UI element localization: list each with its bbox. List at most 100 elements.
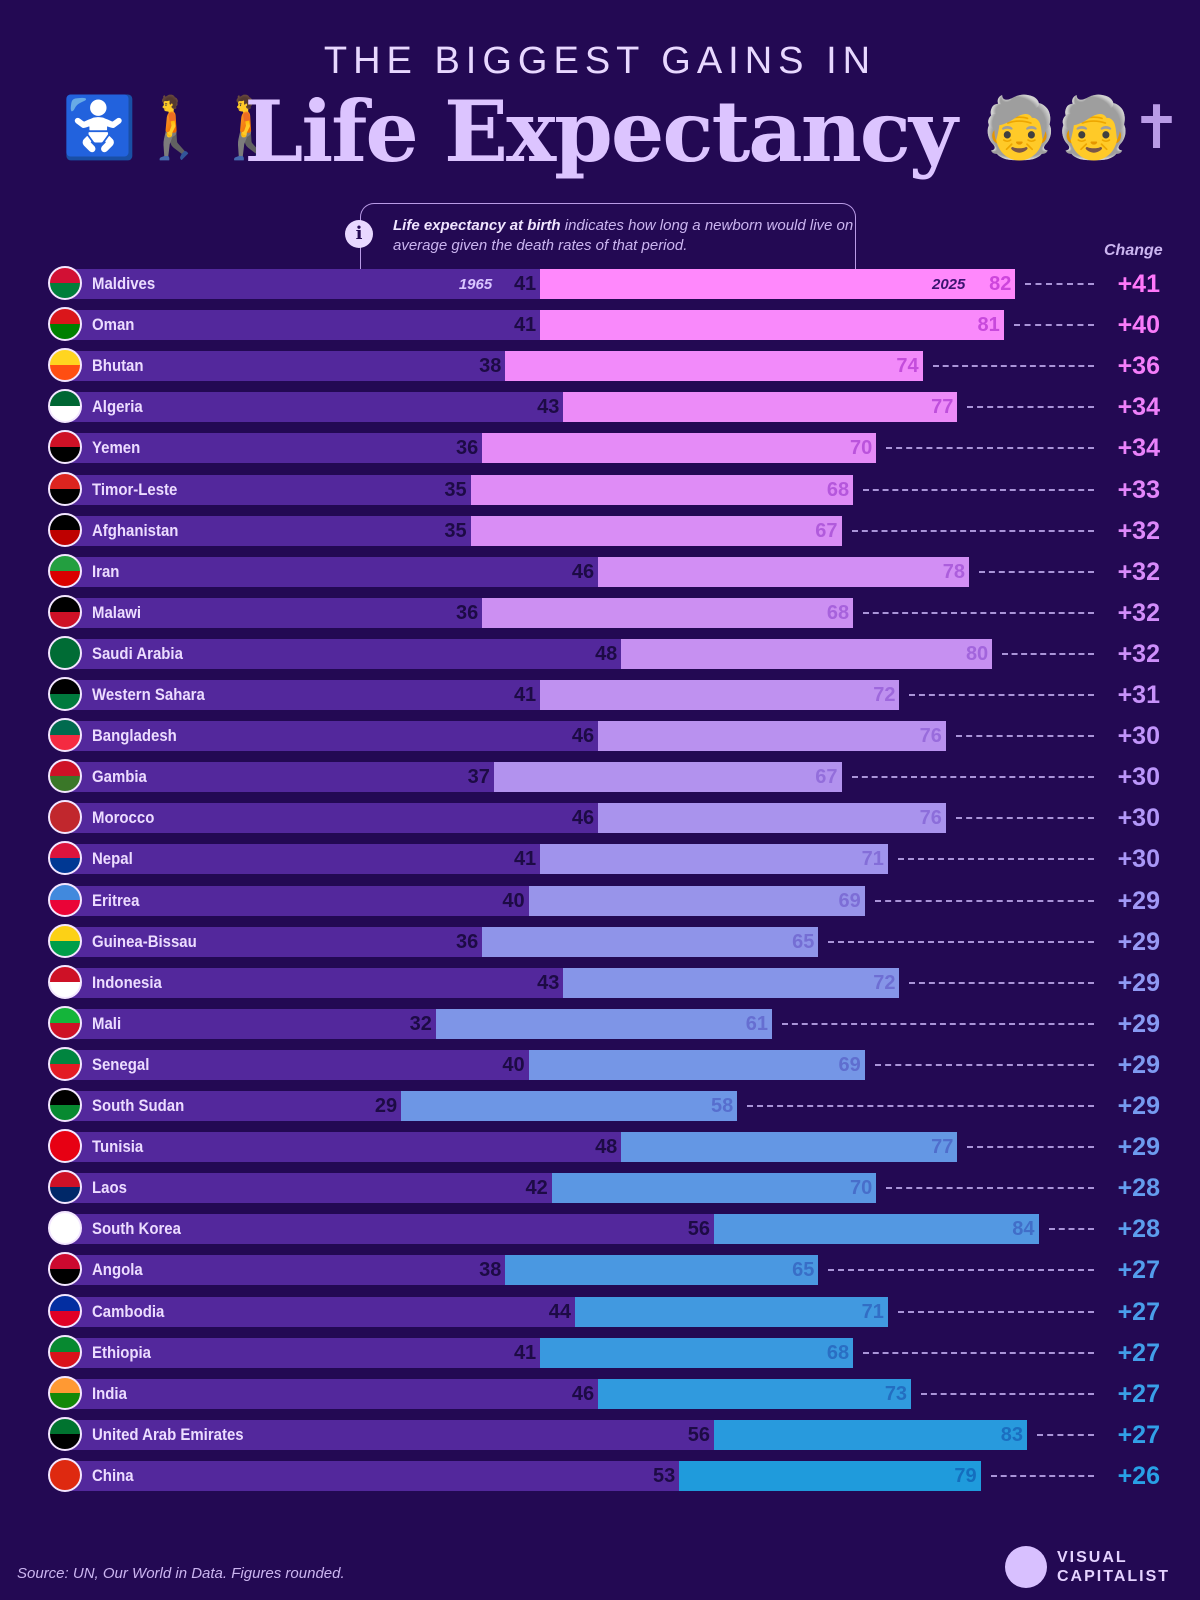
country-label: China bbox=[92, 1465, 134, 1485]
bar-gain bbox=[621, 638, 993, 669]
country-label: Morocco bbox=[92, 808, 155, 828]
value-1965: 48 bbox=[595, 1136, 618, 1159]
leader-line bbox=[851, 529, 1094, 532]
value-1965: 48 bbox=[595, 642, 618, 665]
bar-gain bbox=[482, 433, 877, 464]
change-value: +32 bbox=[1117, 557, 1160, 586]
leader-line bbox=[967, 406, 1094, 409]
bar-row: Yemen 36 70 +34 bbox=[0, 430, 1200, 465]
bar-row: Tunisia 48 77 +29 bbox=[0, 1129, 1200, 1164]
leader-line bbox=[886, 1187, 1094, 1190]
leader-line bbox=[851, 776, 1094, 779]
leader-line bbox=[909, 981, 1094, 984]
flag-icon bbox=[48, 471, 82, 506]
leader-line bbox=[747, 1105, 1094, 1107]
value-2025: 74 bbox=[896, 355, 919, 378]
bar-row: Bangladesh 46 76 +30 bbox=[0, 718, 1200, 753]
bar-gain bbox=[714, 1214, 1039, 1245]
change-value: +34 bbox=[1117, 434, 1160, 463]
leader-line bbox=[909, 694, 1094, 696]
value-1965: 40 bbox=[502, 889, 525, 912]
value-2025: 67 bbox=[815, 519, 838, 542]
bar-1965 bbox=[62, 638, 622, 669]
change-value: +30 bbox=[1117, 722, 1160, 751]
change-value: +29 bbox=[1117, 1092, 1160, 1120]
bar-1965 bbox=[62, 1419, 715, 1450]
flag-icon bbox=[48, 759, 82, 794]
value-1965: 29 bbox=[374, 1095, 398, 1117]
bar-gain bbox=[528, 885, 865, 916]
bar-1965 bbox=[62, 1460, 680, 1491]
bar-1965 bbox=[62, 1008, 436, 1039]
leader-line bbox=[932, 365, 1094, 368]
bar-1965 bbox=[62, 556, 599, 587]
bar-1965 bbox=[62, 926, 483, 957]
leader-line bbox=[897, 858, 1094, 861]
bar-1965 bbox=[62, 474, 471, 505]
value-1965: 38 bbox=[479, 355, 502, 378]
value-2025: 83 bbox=[1000, 1423, 1023, 1446]
leader-line bbox=[863, 611, 1094, 614]
change-value: +28 bbox=[1117, 1215, 1160, 1244]
bar-row: Gambia 37 67 +30 bbox=[0, 759, 1200, 794]
country-label: Western Sahara bbox=[92, 685, 205, 704]
bar-1965 bbox=[62, 1132, 622, 1163]
country-label: Bangladesh bbox=[92, 726, 177, 746]
bar-1965 bbox=[62, 885, 529, 916]
bar-row: Western Sahara 41 72 +31 bbox=[0, 677, 1200, 711]
value-1965: 41 bbox=[513, 273, 537, 295]
change-value: +34 bbox=[1117, 393, 1160, 422]
bar-row: Morocco 46 76 +30 bbox=[0, 800, 1200, 835]
value-1965: 36 bbox=[455, 437, 479, 460]
value-2025: 70 bbox=[850, 1177, 873, 1200]
value-2025: 58 bbox=[710, 1095, 734, 1117]
country-label: Yemen bbox=[92, 438, 141, 458]
value-1965: 46 bbox=[571, 1382, 595, 1405]
change-value: +30 bbox=[1117, 845, 1160, 874]
value-1965: 41 bbox=[513, 1341, 537, 1364]
value-1965: 56 bbox=[687, 1218, 711, 1241]
flag-icon bbox=[48, 1046, 82, 1081]
value-2025: 78 bbox=[942, 560, 966, 583]
change-value: +27 bbox=[1117, 1420, 1160, 1449]
value-2025: 81 bbox=[977, 314, 1000, 337]
bar-gain bbox=[482, 926, 819, 957]
country-label: Malawi bbox=[92, 602, 142, 622]
bar-gain bbox=[540, 310, 1004, 341]
bar-gain bbox=[563, 392, 958, 423]
info-icon: i bbox=[345, 220, 373, 248]
country-label: Tunisia bbox=[92, 1137, 144, 1157]
country-label: Nepal bbox=[92, 849, 133, 869]
country-label: Cambodia bbox=[92, 1301, 165, 1321]
flag-icon bbox=[48, 266, 82, 300]
flag-icon bbox=[48, 882, 82, 917]
value-1965: 43 bbox=[537, 396, 560, 419]
bar-row: China 53 79 +26 bbox=[0, 1457, 1200, 1492]
bar-gain bbox=[621, 1132, 958, 1163]
value-2025: 69 bbox=[838, 889, 861, 912]
value-2025: 77 bbox=[931, 396, 954, 419]
value-2025: 68 bbox=[826, 478, 850, 501]
info-bold: Life expectancy at birth bbox=[393, 217, 561, 234]
leader-line bbox=[967, 1146, 1094, 1149]
value-1965: 41 bbox=[513, 684, 537, 706]
value-1965: 35 bbox=[444, 478, 467, 501]
bar-row: Laos 42 70 +28 bbox=[0, 1170, 1200, 1205]
country-label: Iran bbox=[92, 561, 120, 581]
bar-row: South Korea 56 84 +28 bbox=[0, 1211, 1200, 1246]
flag-icon bbox=[48, 1211, 82, 1246]
flag-icon bbox=[48, 389, 82, 424]
country-label: United Arab Emirates bbox=[92, 1424, 244, 1444]
value-1965: 41 bbox=[513, 314, 537, 337]
flag-icon bbox=[48, 1375, 82, 1410]
value-2025: 70 bbox=[850, 437, 873, 460]
bar-gain bbox=[551, 1173, 877, 1204]
leader-line bbox=[1025, 283, 1094, 285]
bar-1965 bbox=[62, 721, 599, 752]
country-label: Saudi Arabia bbox=[92, 643, 183, 663]
bar-1965 bbox=[62, 680, 541, 710]
bar-1965 bbox=[62, 1091, 402, 1121]
value-1965: 36 bbox=[455, 601, 479, 624]
change-value: +29 bbox=[1117, 1133, 1160, 1162]
bar-row: Indonesia 43 72 +29 bbox=[0, 964, 1200, 999]
